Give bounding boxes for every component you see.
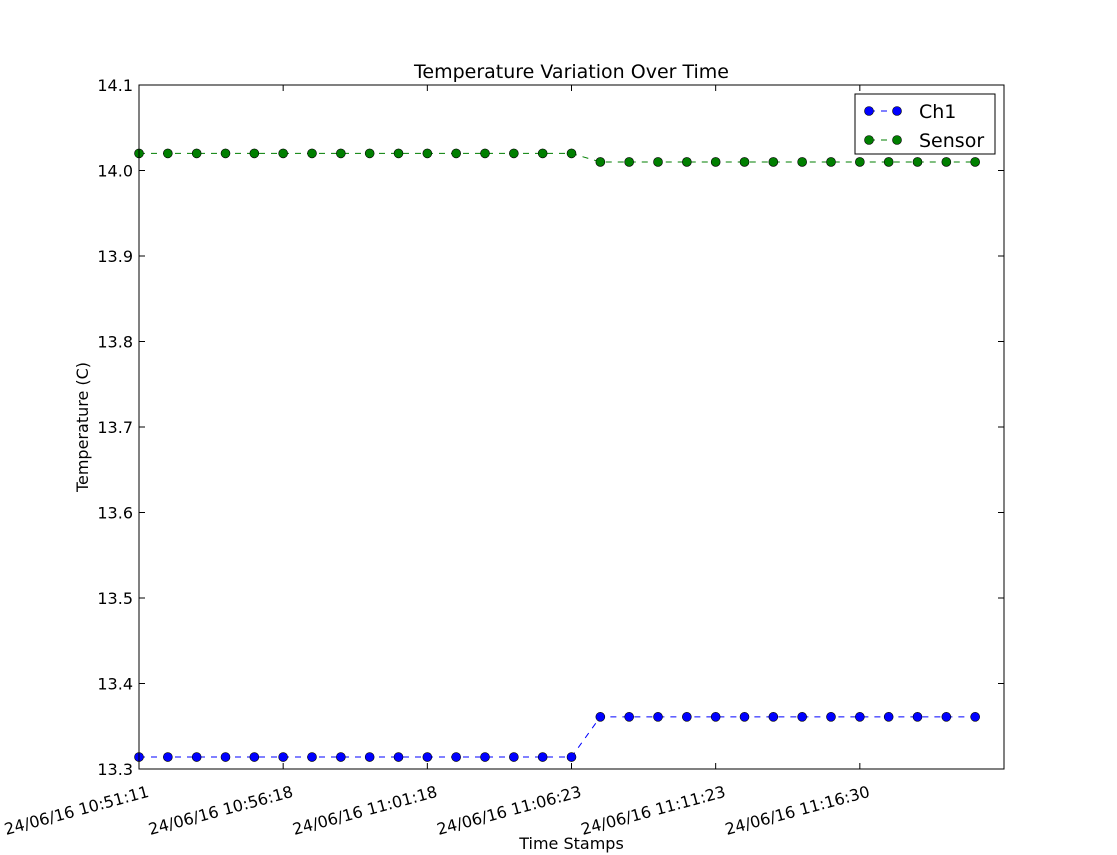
data-point xyxy=(249,752,260,762)
legend-item: Sensor xyxy=(864,130,984,152)
legend-label: Ch1 xyxy=(919,101,956,123)
legend-marker xyxy=(864,135,874,145)
data-point xyxy=(855,712,865,722)
legend: Ch1 Sensor xyxy=(854,93,996,155)
y-tick-label: 13.3 xyxy=(97,760,133,779)
data-point xyxy=(912,712,923,722)
y-tick-label: 14.0 xyxy=(97,162,133,181)
legend-label: Sensor xyxy=(919,130,984,152)
data-point xyxy=(682,157,692,167)
legend-box xyxy=(854,93,996,155)
plot-frame xyxy=(138,84,1005,770)
data-point xyxy=(797,157,807,167)
data-point xyxy=(941,712,952,722)
y-tick-label: 13.9 xyxy=(97,247,133,266)
data-point xyxy=(768,712,779,722)
data-point xyxy=(364,752,375,762)
data-point xyxy=(336,752,346,762)
data-point xyxy=(883,712,894,722)
data-point xyxy=(768,157,779,167)
data-point xyxy=(509,148,519,159)
data-point xyxy=(826,157,836,167)
x-tick-label: 24/06/16 11:06:23 xyxy=(435,782,584,839)
data-point xyxy=(480,148,490,159)
data-point xyxy=(191,148,202,159)
y-tick-label: 14.1 xyxy=(97,76,133,95)
data-point xyxy=(336,148,346,159)
series-ch1 xyxy=(134,712,980,762)
data-point xyxy=(595,157,606,167)
data-point xyxy=(451,752,461,762)
data-point xyxy=(422,148,433,159)
series-line xyxy=(139,716,976,758)
data-point xyxy=(797,712,807,722)
y-tick-label: 13.5 xyxy=(97,589,133,608)
data-point xyxy=(480,752,490,762)
data-point xyxy=(393,752,404,762)
data-point xyxy=(307,148,317,159)
data-point xyxy=(624,157,634,167)
data-point xyxy=(855,157,865,167)
x-tick-label: 24/06/16 10:56:18 xyxy=(146,782,295,839)
data-point xyxy=(826,712,836,722)
x-axis-title: Time Stamps xyxy=(518,834,624,853)
data-point xyxy=(653,712,663,722)
data-point xyxy=(912,157,923,167)
y-tick-label: 13.7 xyxy=(97,418,133,437)
data-point xyxy=(739,712,750,722)
data-point xyxy=(307,752,317,762)
plot-area xyxy=(134,148,980,762)
data-point xyxy=(941,157,952,167)
data-point xyxy=(163,148,173,159)
axes: 13.3 13.4 13.5 13.6 13.7 13.8 13.9 14.0 14.1 24/0… xyxy=(2,76,1004,839)
y-tick-label: 13.4 xyxy=(97,675,133,694)
data-point xyxy=(653,157,663,167)
data-point xyxy=(537,148,548,159)
data-point xyxy=(710,712,721,722)
data-point xyxy=(970,712,980,722)
data-point xyxy=(278,148,288,159)
x-tick-label: 24/06/16 11:11:23 xyxy=(579,782,728,839)
x-tick-label: 24/06/16 11:01:18 xyxy=(291,782,440,839)
data-point xyxy=(220,148,231,159)
x-tick-label: 24/06/16 10:51:11 xyxy=(2,782,151,839)
data-point xyxy=(710,157,721,167)
data-point xyxy=(191,752,202,762)
data-point xyxy=(682,712,692,722)
y-axis-title: Temperature (C) xyxy=(73,362,92,493)
data-point xyxy=(566,148,577,159)
data-point xyxy=(249,148,260,159)
data-point xyxy=(451,148,461,159)
y-tick-label: 13.8 xyxy=(97,333,133,352)
data-point xyxy=(393,148,404,159)
x-tick-label: 24/06/16 11:16:30 xyxy=(723,782,872,839)
legend-marker xyxy=(892,135,902,145)
series-line xyxy=(139,152,976,163)
series-sensor xyxy=(134,148,980,167)
legend-marker xyxy=(892,106,902,116)
legend-item: Ch1 xyxy=(864,101,956,123)
data-point xyxy=(883,157,894,167)
y-tick-label: 13.6 xyxy=(97,504,133,523)
data-point xyxy=(739,157,750,167)
data-point xyxy=(278,752,288,762)
data-point xyxy=(595,712,606,722)
data-point xyxy=(220,752,231,762)
data-point xyxy=(624,712,634,722)
data-point xyxy=(566,752,577,762)
data-point xyxy=(163,752,173,762)
data-point xyxy=(970,157,980,167)
legend-marker xyxy=(864,106,874,116)
data-point xyxy=(509,752,519,762)
data-point xyxy=(537,752,548,762)
chart-title: Temperature Variation Over Time xyxy=(413,61,729,83)
data-point xyxy=(422,752,433,762)
data-point xyxy=(364,148,375,159)
